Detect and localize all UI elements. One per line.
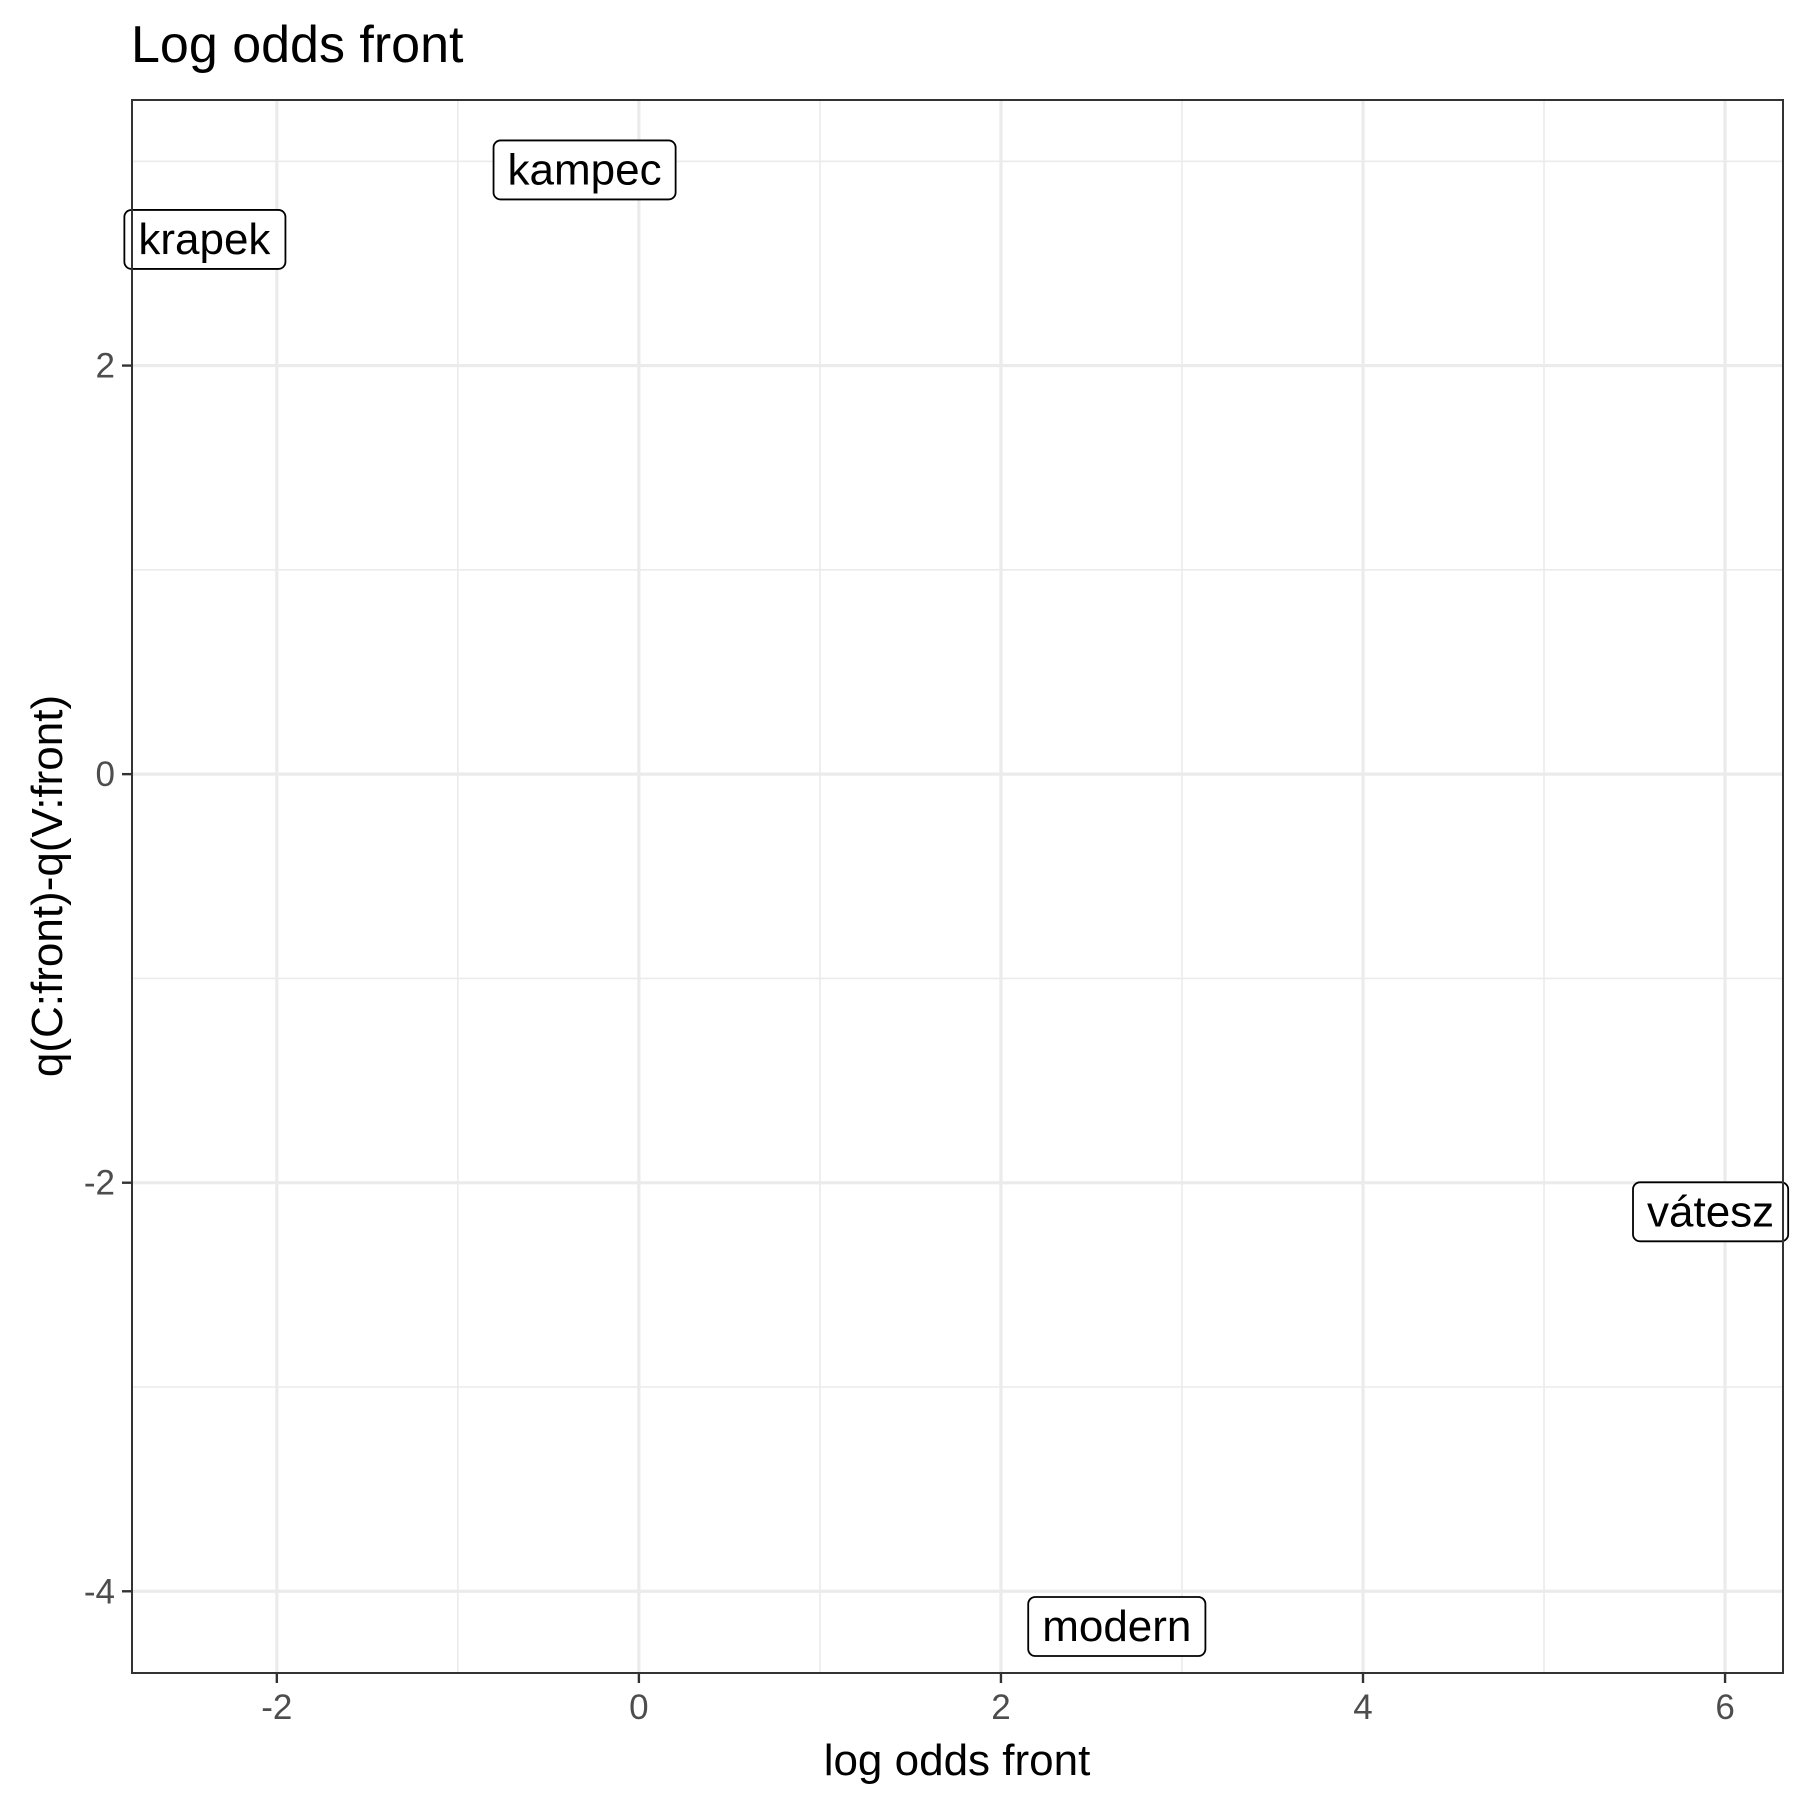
x-tick-label: 6 xyxy=(1715,1688,1734,1727)
point-label-text: kampec xyxy=(508,145,662,194)
point-label-kampec: kampec xyxy=(492,139,677,201)
y-tick-label: 2 xyxy=(96,347,115,386)
grid-major xyxy=(132,100,1783,1673)
point-label-box xyxy=(1632,1181,1790,1243)
point-labels: kampec krapek vátesz modern xyxy=(123,139,1790,1657)
chart-title: Log odds front xyxy=(131,16,464,74)
y-axis: -4 -2 0 2 xyxy=(84,347,132,1611)
plot-panel-border xyxy=(131,99,1784,1674)
point-label-box xyxy=(1027,1596,1207,1657)
point-label-modern: modern xyxy=(1027,1596,1207,1657)
y-tick-label: -2 xyxy=(84,1164,115,1203)
x-tick-label: 4 xyxy=(1353,1688,1372,1727)
x-tick-label: 0 xyxy=(629,1688,648,1727)
y-axis-title: q(C:front)-q(V:front) xyxy=(23,695,72,1077)
point-label-krapek: krapek xyxy=(123,209,287,270)
point-label-box xyxy=(123,209,287,270)
point-label-text: vátesz xyxy=(1647,1187,1774,1236)
point-label-text: modern xyxy=(1042,1602,1191,1651)
y-tick-label: -4 xyxy=(84,1572,115,1611)
grid-minor xyxy=(132,100,1783,1673)
x-axis-title: log odds front xyxy=(824,1736,1091,1785)
x-tick-label: -2 xyxy=(261,1688,292,1727)
point-label-text: krapek xyxy=(138,215,271,264)
point-label-box xyxy=(492,139,677,201)
x-axis: -2 0 2 4 6 xyxy=(261,1673,1735,1727)
x-tick-label: 2 xyxy=(991,1688,1010,1727)
point-label-vátesz: vátesz xyxy=(1632,1181,1790,1243)
y-tick-label: 0 xyxy=(96,755,115,794)
